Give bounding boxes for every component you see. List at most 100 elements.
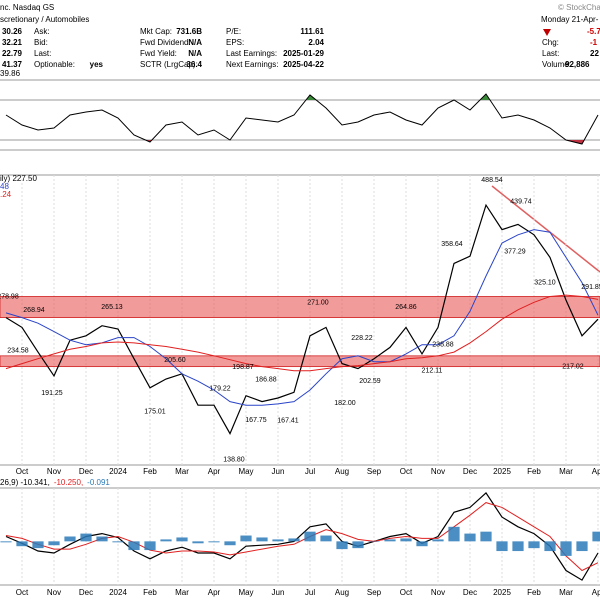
quote-label: Last: (542, 49, 559, 58)
price-annotation: 182.00 (334, 400, 356, 407)
x-tick-label: Dec (79, 467, 93, 476)
x-tick-label: Nov (47, 588, 61, 597)
histogram-bar (336, 541, 348, 550)
sector: scretionary / Automobiles (0, 15, 89, 24)
price-annotation: 138.80 (223, 457, 245, 464)
histogram-bar (192, 541, 204, 544)
x-tick-label: Oct (400, 588, 413, 597)
price-annotation: 325.10 (534, 280, 556, 287)
legend-entry: ily) 227.50 (0, 174, 37, 183)
quote-label: Optionable: (34, 60, 75, 69)
quote-value: 36.4 (186, 60, 202, 69)
quote-label: Bid: (34, 38, 48, 47)
quote-value: 30.26 (2, 27, 23, 36)
date: Monday 21-Apr- (541, 15, 599, 24)
histogram-bar (176, 537, 188, 542)
quote-value: 111.61 (300, 27, 324, 36)
x-tick-label: Oct (400, 467, 413, 476)
x-tick-label: Feb (143, 588, 157, 597)
histogram-bar (64, 536, 76, 542)
x-tick-label: Feb (527, 467, 541, 476)
quote-label: Mkt Cap: (140, 27, 172, 36)
quote-value: 41.37 (2, 60, 23, 69)
series-line (5, 229, 599, 406)
x-tick-label: Apr (208, 588, 221, 597)
quote-value: 22.79 (2, 49, 23, 58)
histogram-bar (272, 539, 284, 542)
price-annotation: 167.75 (245, 417, 267, 424)
histogram-bar (496, 541, 508, 552)
legend-entry: -0.091 (87, 478, 110, 487)
quote-value: N/A (188, 49, 202, 58)
panel-title: 39.86 (0, 69, 21, 78)
price-annotation: 167.41 (277, 418, 299, 425)
price-annotation: 212.11 (422, 367, 443, 374)
quote-value: 92,886 (565, 60, 590, 69)
price-annotation: 205.60 (164, 357, 186, 364)
price-annotation: 175.01 (144, 408, 166, 415)
histogram-bar (400, 538, 412, 542)
quote-label: EPS: (226, 38, 244, 47)
x-tick-label: Aug (335, 588, 349, 597)
x-tick-label: Jun (272, 467, 285, 476)
histogram-bar (224, 541, 236, 546)
x-tick-label: Dec (463, 467, 477, 476)
x-tick-label: 2024 (109, 467, 127, 476)
quote-label: Chg: (542, 38, 559, 47)
x-tick-label: Oct (16, 588, 29, 597)
histogram-bar (528, 541, 540, 549)
x-tick-label: Mar (559, 467, 573, 476)
price-annotation: 186.88 (255, 377, 277, 384)
price-annotation: 202.59 (359, 378, 381, 385)
histogram-bar (480, 531, 492, 542)
x-tick-label: Dec (463, 588, 477, 597)
histogram-bar (208, 541, 220, 543)
x-tick-label: Apr (208, 467, 221, 476)
quote-value: 2025-01-29 (283, 49, 324, 58)
price-annotation: 377.29 (504, 249, 526, 256)
x-tick-label: Feb (143, 467, 157, 476)
histogram-bar (112, 541, 124, 543)
x-tick-label: Apr (592, 467, 600, 476)
histogram-bar (576, 541, 588, 552)
x-tick-label: Nov (431, 467, 445, 476)
x-tick-label: 2025 (493, 467, 511, 476)
legend-entry: 48 (0, 182, 9, 191)
histogram-bar (96, 536, 108, 542)
price-annotation: 291.85 (581, 284, 600, 291)
quote-value: 731.6B (176, 27, 202, 36)
histogram-bar (432, 539, 444, 542)
histogram-bar (304, 531, 316, 542)
histogram-bar (320, 535, 332, 542)
histogram-bar (240, 535, 252, 542)
series-line (5, 294, 599, 372)
price-annotation: 198.87 (232, 364, 254, 371)
down-arrow (543, 29, 551, 36)
x-tick-label: Mar (175, 467, 189, 476)
price-annotation: 265.13 (101, 304, 123, 311)
series-line (5, 491, 599, 581)
price-annotation: 228.22 (351, 335, 373, 342)
quote-value: -1 (590, 38, 598, 47)
x-tick-label: Jul (305, 467, 315, 476)
quote-label: Volume: (542, 60, 571, 69)
histogram-bar (256, 537, 268, 542)
indicator-line (5, 93, 599, 145)
histogram-bar (464, 533, 476, 542)
price-annotation: 268.94 (23, 307, 45, 314)
histogram-bar (160, 539, 172, 542)
quote-label: Fwd Yield: (140, 49, 177, 58)
histogram-bar (368, 541, 380, 542)
x-tick-label: Oct (16, 467, 29, 476)
x-tick-label: 2025 (493, 588, 511, 597)
quote-value: yes (90, 60, 104, 69)
price-annotation: 217.02 (562, 364, 584, 371)
quote-label: Ask: (34, 27, 50, 36)
histogram-bar (16, 541, 28, 547)
histogram-bar (144, 541, 156, 551)
x-tick-label: Mar (559, 588, 573, 597)
legend-entry: .24 (0, 190, 12, 199)
histogram-bar (80, 533, 92, 542)
support-band (0, 296, 600, 319)
